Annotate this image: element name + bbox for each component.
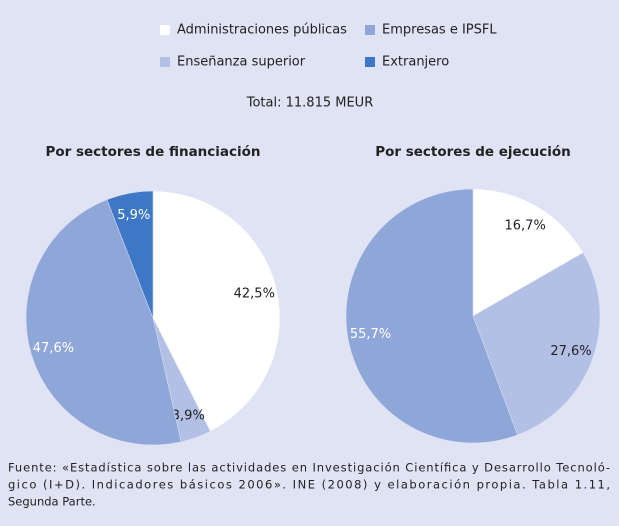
value-label: 27,6% bbox=[550, 344, 591, 359]
value-label: 55,7% bbox=[350, 327, 391, 342]
legend-swatch bbox=[160, 57, 170, 67]
legend-label: Administraciones públicas bbox=[177, 23, 347, 38]
pie-slice bbox=[472, 252, 601, 436]
total: Total: 11.815 MEUR bbox=[246, 96, 373, 111]
source-note: Segunda Parte. bbox=[8, 495, 96, 509]
source-note: gico (I+D). Indicadores básicos 2006». I… bbox=[8, 478, 610, 492]
legend-swatch bbox=[365, 25, 375, 35]
legend-label: Enseñanza superior bbox=[177, 55, 306, 70]
pie-slice bbox=[345, 188, 518, 444]
pie-slice bbox=[25, 199, 182, 446]
legend-label: Extranjero bbox=[382, 55, 449, 70]
pie-slice bbox=[152, 190, 281, 432]
pie-slice bbox=[472, 188, 584, 317]
legend-swatch bbox=[365, 57, 375, 67]
value-label: 47,6% bbox=[33, 341, 74, 356]
legend-swatch bbox=[160, 25, 170, 35]
pie-slice bbox=[106, 190, 154, 319]
chart-title: Por sectores de ejecución bbox=[375, 144, 571, 160]
value-label: 5,9% bbox=[117, 208, 150, 223]
value-label: 16,7% bbox=[505, 218, 546, 233]
chart-title: Por sectores de financiación bbox=[45, 144, 260, 160]
value-label: 42,5% bbox=[234, 286, 275, 301]
source-note: Fuente: «Estadística sobre las actividad… bbox=[8, 461, 610, 475]
value-label: 3,9% bbox=[172, 408, 205, 423]
legend-label: Empresas e IPSFL bbox=[382, 23, 497, 38]
